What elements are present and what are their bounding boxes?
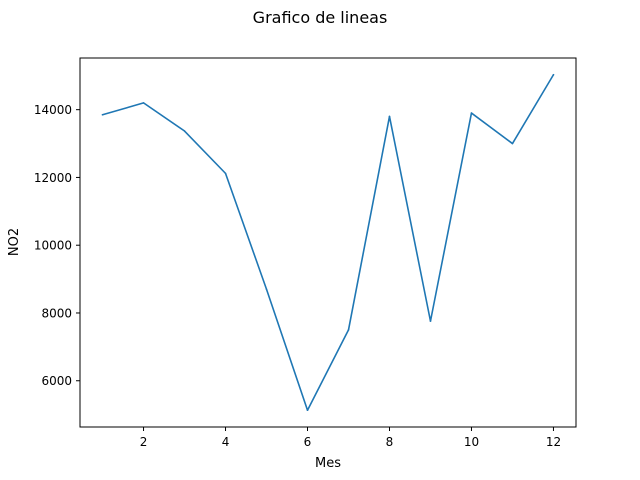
data-point <box>306 409 309 412</box>
y-tick-label: 10000 <box>34 239 72 253</box>
x-tick-label: 12 <box>546 435 561 449</box>
series-layer <box>101 73 555 412</box>
data-point <box>388 115 391 118</box>
x-axis-label: Mes <box>315 456 341 471</box>
chart-title: Grafico de lineas <box>253 8 388 27</box>
data-point <box>470 112 473 114</box>
data-point <box>142 102 145 104</box>
y-axis: 6000 8000 10000 12000 14000 <box>34 103 80 388</box>
data-point <box>183 130 186 132</box>
series-line <box>101 73 555 412</box>
data-point <box>224 172 227 175</box>
x-axis: 2 4 6 8 10 12 <box>140 427 561 449</box>
y-axis-label: NO2 <box>7 228 22 256</box>
y-tick-label: 6000 <box>41 374 72 388</box>
data-point <box>101 113 104 116</box>
data-point <box>552 73 555 76</box>
y-tick-label: 14000 <box>34 103 72 117</box>
data-point <box>265 288 268 291</box>
data-point <box>511 142 514 145</box>
x-tick-label: 2 <box>140 435 148 449</box>
x-tick-label: 10 <box>464 435 479 449</box>
data-point <box>347 329 350 331</box>
y-tick-label: 12000 <box>34 171 72 185</box>
data-point <box>429 320 432 322</box>
x-tick-label: 4 <box>222 435 230 449</box>
y-tick-label: 8000 <box>41 306 72 320</box>
x-tick-label: 6 <box>304 435 312 449</box>
x-tick-label: 8 <box>386 435 394 449</box>
plot-area <box>79 57 577 428</box>
